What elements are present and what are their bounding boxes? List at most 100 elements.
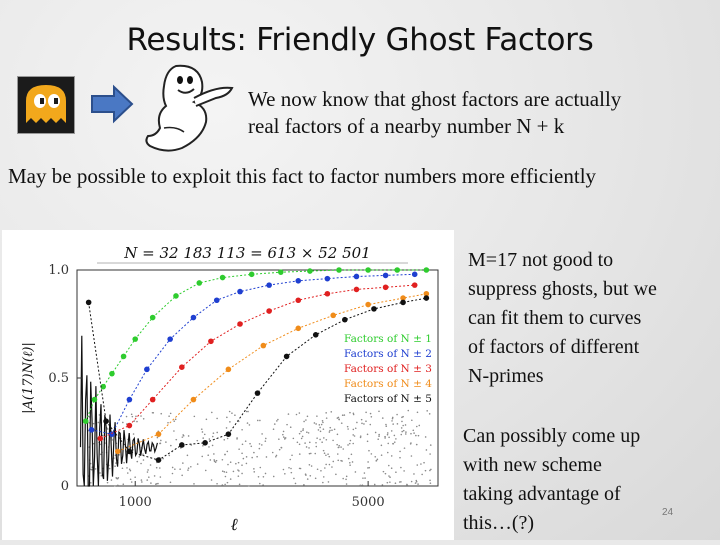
noise-point	[261, 433, 263, 435]
noise-point	[304, 442, 306, 444]
noise-point	[359, 484, 362, 487]
series-point	[371, 306, 377, 312]
noise-point	[226, 481, 229, 484]
noise-point	[200, 428, 203, 430]
noise-point	[123, 461, 125, 464]
noise-point	[293, 477, 295, 480]
noise-point	[179, 468, 181, 470]
noise-point	[385, 425, 388, 428]
series-point	[365, 267, 371, 273]
noise-point	[308, 452, 311, 455]
noise-point	[316, 468, 319, 471]
noise-point	[361, 422, 363, 425]
noise-point	[264, 440, 267, 442]
series-point	[196, 280, 203, 286]
noise-point	[359, 436, 362, 439]
noise-point	[328, 455, 331, 458]
noise-point	[330, 411, 333, 413]
noise-point	[182, 434, 185, 437]
noise-point	[329, 429, 331, 432]
noise-point	[381, 417, 384, 419]
series-point	[330, 312, 336, 319]
series-point	[248, 271, 255, 278]
noise-point	[193, 483, 195, 485]
noise-point	[322, 437, 325, 439]
noise-point	[232, 470, 235, 473]
noise-point	[319, 426, 321, 429]
paragraph-line: this…(?)	[463, 512, 535, 534]
noise-point	[241, 428, 243, 431]
noise-point	[250, 445, 253, 448]
noise-point	[317, 429, 320, 431]
noise-point	[304, 473, 307, 475]
series-point	[307, 268, 313, 274]
noise-point	[126, 467, 128, 469]
series-point	[126, 422, 133, 429]
series-point	[109, 370, 115, 377]
noise-point	[226, 416, 228, 419]
noise-point	[352, 413, 355, 416]
noise-point	[234, 414, 236, 416]
series-point	[100, 383, 107, 390]
noise-point	[430, 468, 432, 471]
x-tick-label: 1000	[119, 495, 152, 510]
noise-point	[332, 439, 334, 442]
intro-line-1: We now know that ghost factors are actua…	[248, 87, 622, 111]
noise-point	[278, 448, 281, 451]
noise-point	[208, 438, 211, 440]
noise-point	[174, 468, 176, 470]
noise-point	[224, 475, 227, 478]
noise-point	[384, 435, 386, 438]
series-point	[126, 396, 133, 403]
series-point	[353, 286, 360, 293]
legend-entry: Factors of N ± 5	[344, 393, 432, 405]
series-point	[225, 366, 232, 373]
noise-point	[367, 467, 369, 469]
noise-point	[280, 446, 283, 449]
series-point	[120, 353, 127, 360]
noise-point	[374, 431, 377, 434]
noise-point	[320, 470, 322, 472]
noise-point	[378, 433, 380, 436]
noise-point	[365, 420, 367, 422]
noise-point	[378, 410, 380, 413]
series-point	[155, 431, 162, 437]
series-line	[88, 297, 427, 461]
noise-point	[300, 437, 303, 440]
noise-point	[400, 433, 403, 436]
noise-point	[106, 481, 109, 484]
series-point	[312, 332, 319, 338]
noise-point	[398, 481, 401, 483]
noise-point	[275, 455, 277, 458]
noise-point	[262, 475, 265, 478]
noise-point	[210, 479, 213, 481]
noise-point	[298, 443, 301, 446]
noise-point	[336, 433, 339, 436]
noise-point	[169, 412, 172, 415]
noise-point	[302, 429, 304, 432]
noise-point	[169, 481, 172, 484]
noise-point	[417, 483, 419, 485]
noise-point	[284, 437, 286, 439]
noise-point	[97, 421, 100, 424]
noise-point	[306, 478, 309, 480]
series-point	[149, 314, 156, 321]
noise-point	[390, 455, 393, 457]
series-point	[336, 267, 342, 273]
noise-point	[320, 423, 323, 426]
noise-point	[190, 465, 192, 468]
noise-point	[313, 422, 316, 424]
noise-point	[236, 438, 238, 440]
x-tick-label: 5000	[352, 495, 385, 510]
noise-point	[133, 420, 136, 422]
noise-point	[258, 443, 261, 445]
noise-point	[331, 466, 333, 468]
noise-point	[287, 413, 290, 415]
series-point	[324, 275, 331, 282]
noise-point	[410, 480, 413, 483]
noise-point	[174, 418, 177, 421]
noise-point	[401, 420, 403, 423]
noise-point	[411, 419, 413, 422]
noise-point	[415, 443, 418, 446]
noise-point	[146, 471, 149, 473]
